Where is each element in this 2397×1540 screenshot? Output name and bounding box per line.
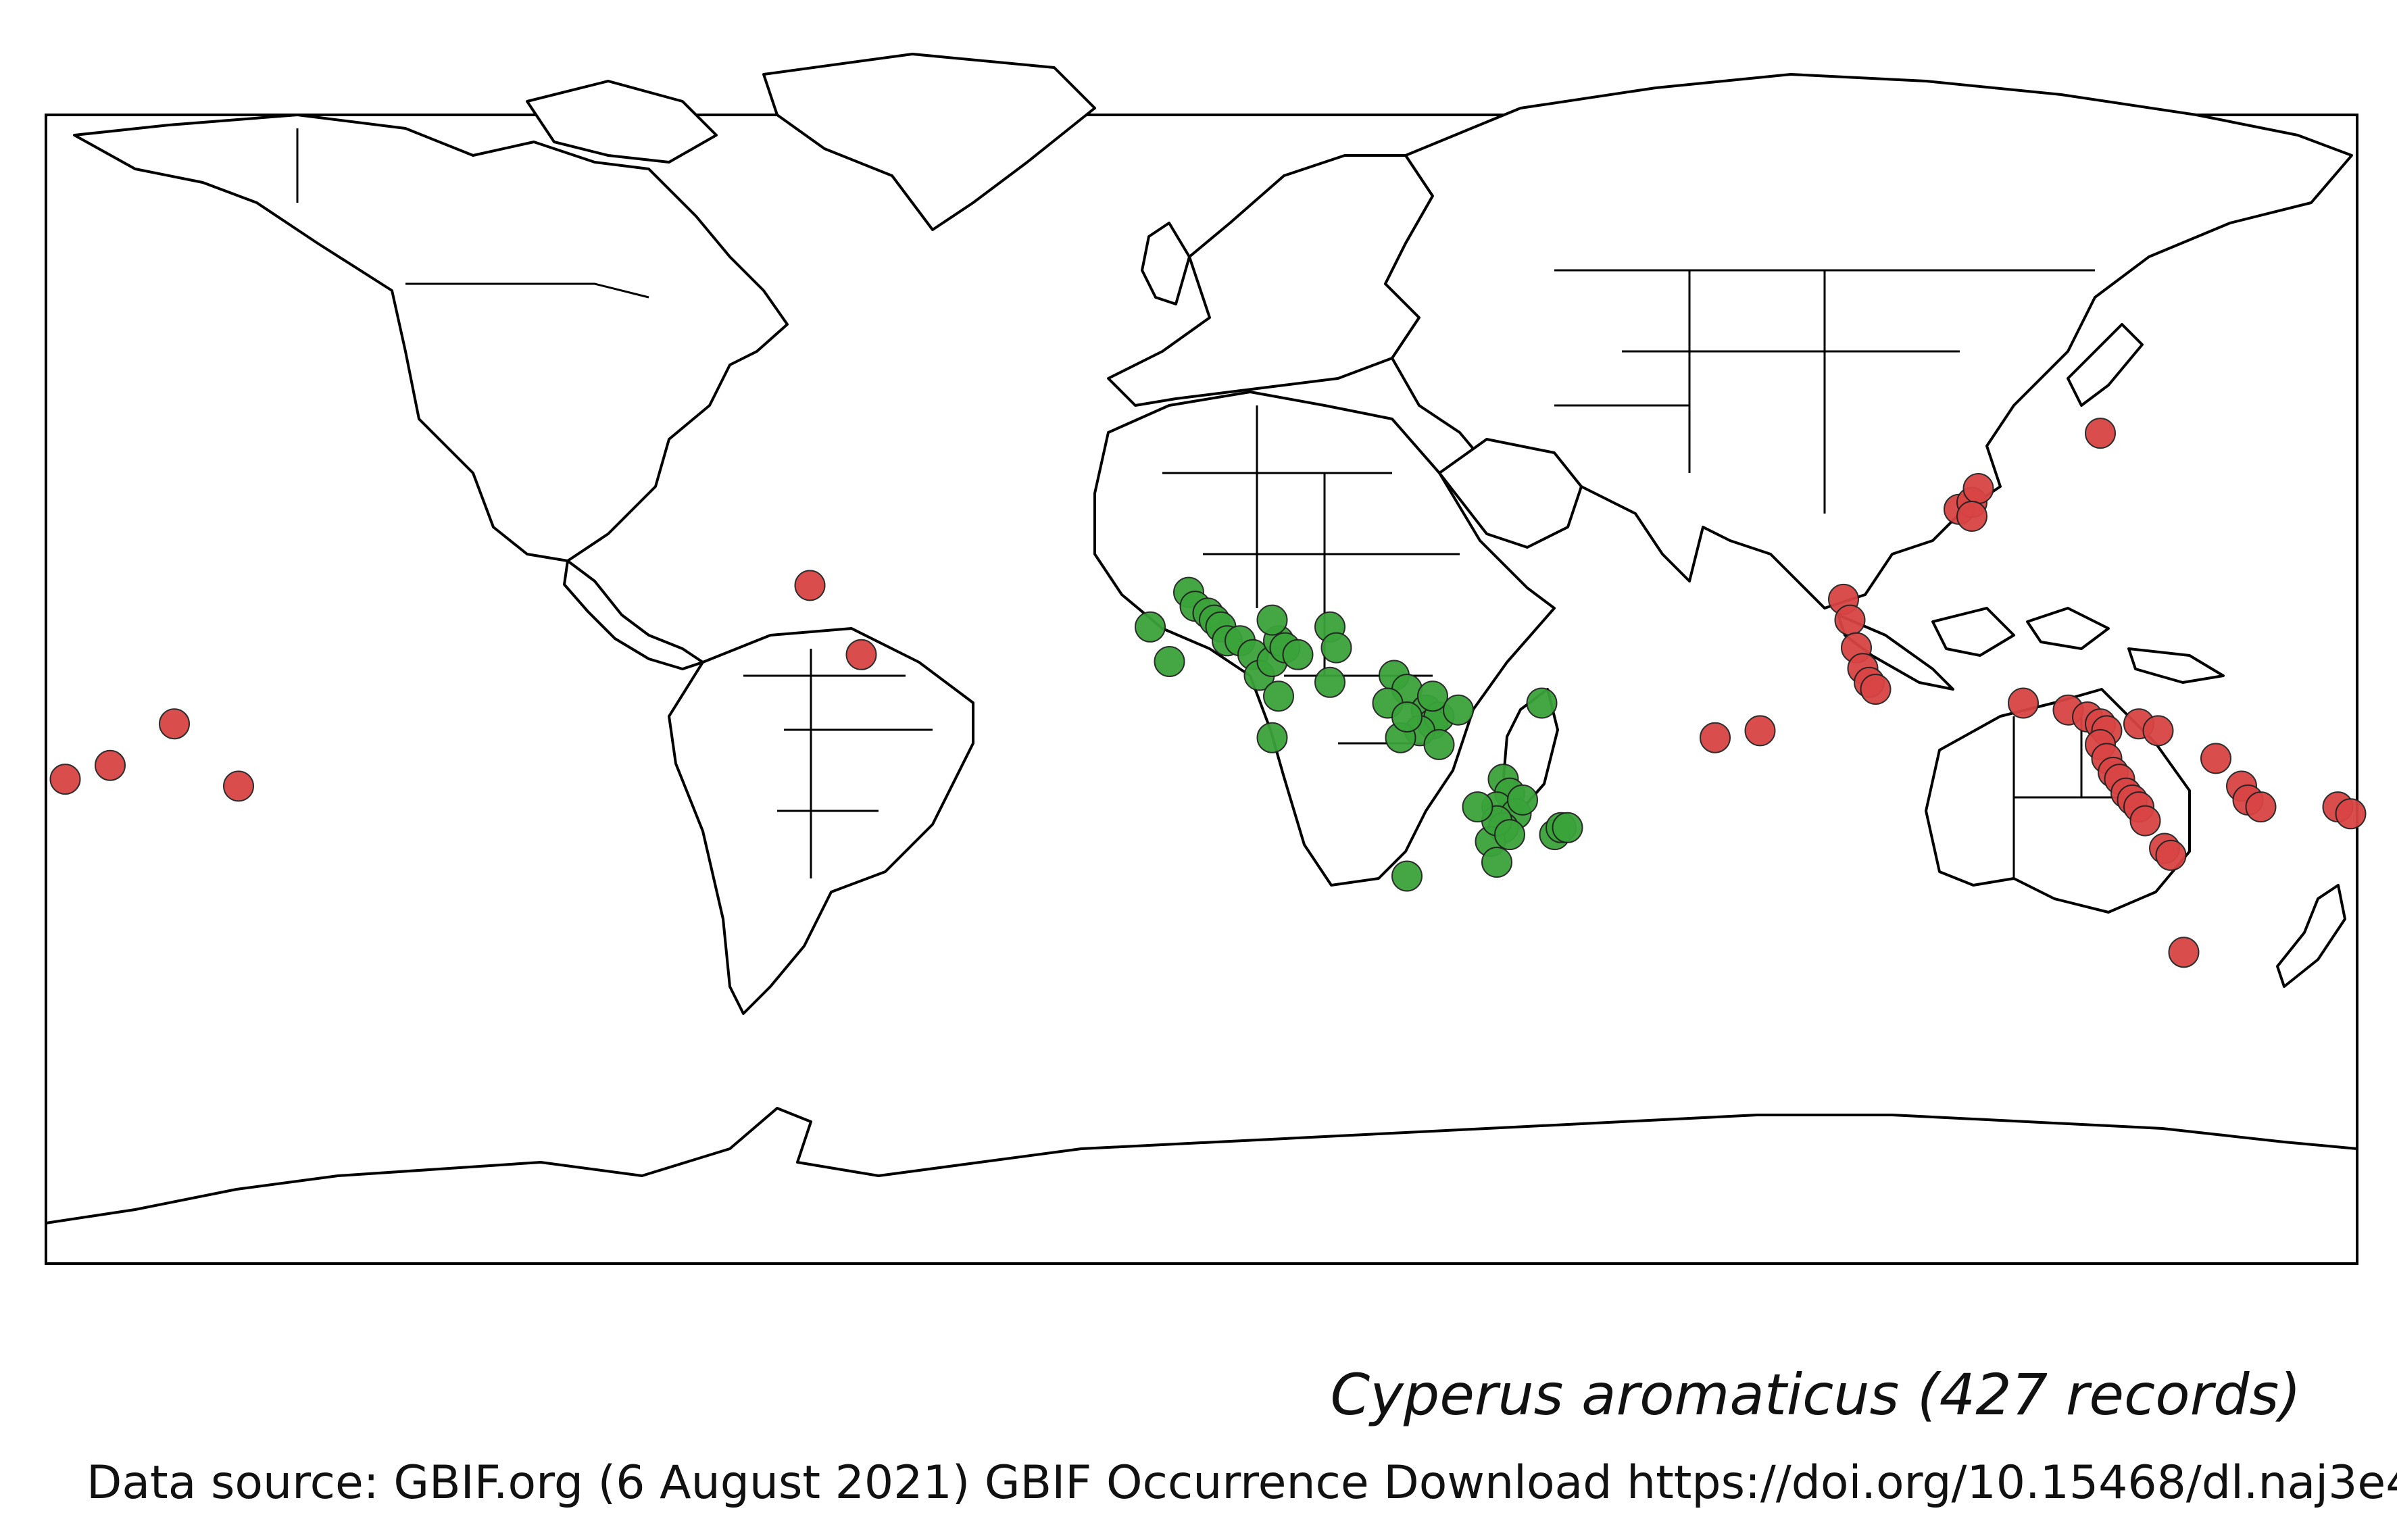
- australia-outline: [1925, 688, 2191, 914]
- native-occurrence-point: [1391, 701, 1423, 732]
- native-occurrence-point: [1314, 666, 1345, 698]
- introduced-occurrence-point: [2129, 805, 2161, 837]
- country-borders: [296, 128, 2129, 878]
- north-america-outline: [73, 114, 789, 562]
- introduced-occurrence-point: [2142, 715, 2174, 747]
- map-title: Cyperus aromaticus (427 records): [1330, 1362, 2301, 1428]
- native-occurrence-point: [1135, 611, 1166, 643]
- arabian-peninsula-outline: [1438, 438, 1583, 549]
- native-occurrence-point: [1462, 791, 1493, 823]
- introduced-occurrence-point: [845, 639, 877, 670]
- native-occurrence-point: [1282, 639, 1314, 670]
- japan-outline: [2067, 323, 2144, 407]
- native-occurrence-point: [1263, 680, 1294, 712]
- introduced-occurrence-point: [159, 708, 190, 740]
- occurrence-points: [49, 418, 2367, 968]
- south-america-interior-borders: [743, 649, 933, 878]
- introduced-occurrence-point: [1962, 473, 1994, 504]
- introduced-occurrence-point: [2085, 418, 2116, 449]
- data-source-caption: Data source: GBIF.org (6 August 2021) GB…: [87, 1456, 2397, 1510]
- asia-outline: [1384, 73, 2353, 610]
- south-america-outline: [668, 627, 974, 1015]
- land-layer: [45, 53, 2358, 1265]
- introduced-occurrence-point: [1744, 715, 1776, 747]
- us-canada-border: [405, 282, 649, 299]
- new-zealand-outline: [2276, 884, 2346, 988]
- native-occurrence-point: [1320, 632, 1352, 664]
- introduced-occurrence-point: [1860, 674, 1892, 705]
- arctic-islands-outline: [526, 80, 718, 164]
- introduced-occurrence-point: [2200, 743, 2231, 774]
- introduced-occurrence-point: [1834, 604, 1866, 636]
- asia-interior-borders: [1554, 269, 2095, 514]
- native-occurrence-point: [1154, 646, 1185, 677]
- southeast-asia-islands-outline: [1837, 607, 2225, 691]
- introduced-occurrence-point: [223, 770, 254, 802]
- native-occurrence-point: [1256, 722, 1288, 753]
- great-britain-outline: [1141, 222, 1191, 305]
- introduced-occurrence-point: [49, 764, 81, 795]
- introduced-occurrence-point: [2245, 791, 2277, 823]
- greenland-outline: [762, 53, 1096, 231]
- introduced-occurrence-point: [1700, 722, 1731, 753]
- central-america-outline: [563, 560, 704, 670]
- native-occurrence-point: [1494, 819, 1525, 851]
- native-occurrence-point: [1481, 847, 1512, 878]
- introduced-occurrence-point: [95, 749, 126, 781]
- africa-interior-borders: [1162, 405, 1460, 745]
- antarctica-outline: [45, 1107, 2358, 1265]
- native-occurrence-point: [1443, 694, 1474, 726]
- native-occurrence-point: [1423, 728, 1455, 760]
- introduced-occurrence-point: [2168, 937, 2200, 968]
- native-occurrence-point: [1417, 680, 1448, 712]
- introduced-occurrence-point: [794, 570, 826, 601]
- introduced-occurrence-point: [2008, 687, 2039, 719]
- native-occurrence-point: [1391, 860, 1423, 892]
- introduced-occurrence-point: [1956, 501, 1987, 532]
- introduced-occurrence-point: [2155, 839, 2187, 871]
- native-occurrence-point: [1552, 812, 1583, 843]
- native-occurrence-point: [1526, 687, 1558, 719]
- native-occurrence-point: [1507, 784, 1538, 816]
- introduced-occurrence-point: [2335, 798, 2367, 830]
- native-occurrence-point: [1256, 604, 1288, 636]
